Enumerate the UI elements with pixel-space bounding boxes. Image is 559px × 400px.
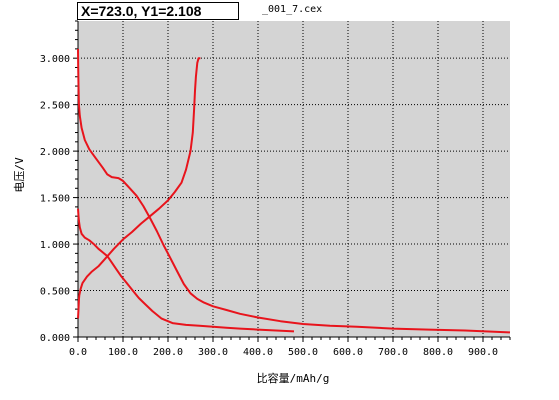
y-tick-label: 3.000 [40,54,70,65]
grid-lines [78,21,510,337]
y-tick-label: 0.000 [40,333,70,344]
x-axis-label: 比容量/mAh/g [256,372,330,385]
x-tick-label: 200.0 [153,347,183,358]
x-tick-label: 600.0 [333,347,363,358]
series-line-3 [77,208,295,333]
x-tick-label: 500.0 [288,347,318,358]
x-tick-label: 700.0 [378,347,408,358]
x-tick-label: 0.0 [69,347,87,358]
y-tick-label: 1.500 [40,194,70,205]
y-tick-label: 2.500 [40,101,70,112]
chart-title: _001_7.cex [262,4,323,15]
x-tick-label: 800.0 [423,347,453,358]
cursor-readout: X=723.0, Y1=2.108 [77,2,239,20]
series-line-2 [77,48,511,334]
y-tick-label: 0.500 [40,287,70,298]
x-tick-label: 900.0 [468,347,498,358]
y-tick-label: 2.000 [40,147,70,158]
x-tick-label: 100.0 [108,347,138,358]
data-series [77,48,511,334]
x-tick-label: 300.0 [198,347,228,358]
series-line-1 [77,57,201,319]
plot-area[interactable] [78,21,510,337]
x-tick-label: 400.0 [243,347,273,358]
tick-labels: 0.0 100.0 200.0 300.0 400.0 500.0 600.0 700.0 80… [40,54,498,358]
y-tick-label: 1.000 [40,240,70,251]
